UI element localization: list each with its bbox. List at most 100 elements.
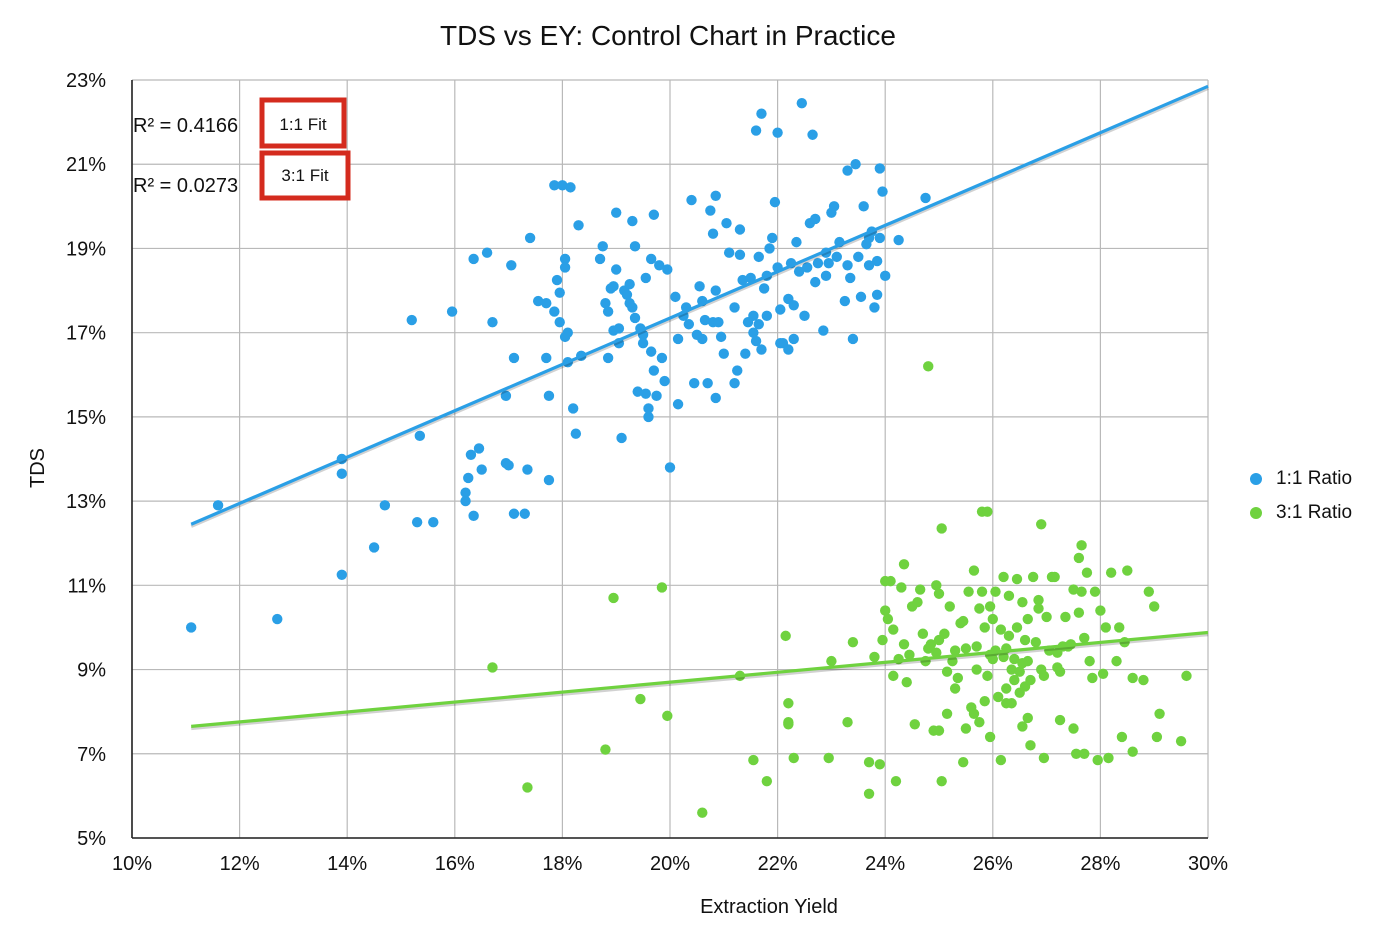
data-point bbox=[847, 333, 859, 345]
data-point bbox=[1103, 752, 1114, 764]
data-point bbox=[858, 201, 869, 212]
data-point bbox=[694, 281, 705, 292]
data-point bbox=[559, 253, 571, 265]
data-point bbox=[597, 241, 608, 252]
data-point bbox=[947, 655, 958, 667]
data-point bbox=[1114, 622, 1125, 633]
data-point bbox=[1054, 666, 1066, 677]
data-point bbox=[936, 775, 947, 787]
data-point bbox=[651, 390, 662, 402]
data-point bbox=[812, 257, 824, 269]
data-point bbox=[705, 205, 716, 216]
data-point bbox=[963, 586, 974, 597]
data-point bbox=[869, 651, 880, 663]
data-point bbox=[500, 390, 512, 402]
data-point bbox=[998, 651, 1009, 663]
data-point bbox=[1127, 672, 1138, 684]
data-point bbox=[898, 559, 910, 570]
data-point bbox=[624, 297, 635, 309]
x-tick-label: 26% bbox=[973, 853, 1013, 875]
data-point bbox=[842, 716, 853, 728]
data-point bbox=[1001, 683, 1012, 694]
data-point bbox=[672, 399, 684, 410]
data-point bbox=[958, 615, 969, 627]
data-point bbox=[863, 260, 875, 271]
data-point bbox=[1036, 519, 1047, 530]
data-point bbox=[707, 228, 719, 239]
data-point bbox=[686, 194, 697, 206]
data-point bbox=[732, 365, 743, 376]
data-point bbox=[748, 310, 759, 322]
data-point bbox=[503, 460, 514, 471]
data-point bbox=[783, 344, 794, 355]
data-point bbox=[1033, 603, 1044, 614]
data-point bbox=[748, 754, 759, 766]
data-point bbox=[810, 213, 821, 225]
data-point bbox=[788, 333, 799, 345]
data-point bbox=[941, 666, 953, 677]
data-point bbox=[793, 266, 805, 277]
data-point bbox=[487, 662, 498, 673]
data-point bbox=[1111, 655, 1122, 667]
data-point bbox=[756, 108, 767, 119]
data-point bbox=[1095, 605, 1106, 616]
data-point bbox=[702, 378, 713, 389]
data-point bbox=[627, 215, 638, 227]
data-point bbox=[1017, 721, 1028, 732]
data-point bbox=[1105, 567, 1117, 578]
data-point bbox=[734, 249, 746, 260]
data-point bbox=[992, 691, 1004, 703]
fit-box-1 bbox=[259, 97, 347, 149]
data-point bbox=[1087, 672, 1098, 684]
data-point bbox=[643, 411, 654, 423]
data-point bbox=[995, 754, 1007, 766]
data-point bbox=[799, 310, 810, 322]
data-point bbox=[554, 316, 565, 328]
data-point bbox=[629, 312, 641, 324]
axes bbox=[131, 80, 1208, 839]
data-point bbox=[737, 274, 748, 286]
data-point bbox=[990, 586, 1001, 597]
data-point bbox=[1143, 586, 1155, 597]
data-point bbox=[446, 306, 458, 317]
data-point bbox=[554, 287, 565, 298]
x-tick-label: 14% bbox=[327, 853, 367, 875]
data-point bbox=[602, 352, 614, 364]
data-point bbox=[968, 565, 980, 576]
y-axis-label: TDS bbox=[27, 448, 49, 488]
data-point bbox=[982, 506, 993, 517]
data-point bbox=[662, 710, 673, 722]
data-point bbox=[941, 708, 953, 719]
data-point bbox=[767, 232, 778, 244]
trendlines bbox=[190, 84, 1209, 731]
data-point bbox=[877, 186, 888, 197]
data-point bbox=[411, 516, 423, 528]
data-point bbox=[463, 472, 474, 484]
data-point bbox=[912, 596, 923, 608]
data-point bbox=[508, 352, 520, 364]
data-point bbox=[920, 192, 931, 204]
data-point bbox=[761, 310, 773, 322]
data-point bbox=[600, 297, 611, 309]
data-point bbox=[729, 302, 740, 313]
x-tick-label: 20% bbox=[650, 853, 690, 875]
data-point bbox=[487, 316, 498, 328]
data-point bbox=[1175, 735, 1187, 747]
data-point bbox=[608, 281, 619, 292]
data-point bbox=[1038, 752, 1050, 764]
data-point bbox=[995, 624, 1007, 635]
x-tick-label: 10% bbox=[112, 853, 152, 875]
data-point bbox=[522, 782, 533, 793]
data-point bbox=[648, 365, 660, 376]
data-point bbox=[1097, 668, 1109, 679]
data-point bbox=[1017, 596, 1028, 608]
data-point bbox=[1006, 698, 1017, 709]
trendline-shadow bbox=[190, 86, 1209, 528]
data-point bbox=[855, 291, 867, 303]
data-point bbox=[629, 241, 641, 252]
data-point bbox=[611, 207, 622, 218]
data-point bbox=[1073, 607, 1085, 618]
data-point bbox=[1009, 674, 1020, 686]
data-point bbox=[1079, 632, 1090, 644]
data-point bbox=[1009, 653, 1020, 665]
